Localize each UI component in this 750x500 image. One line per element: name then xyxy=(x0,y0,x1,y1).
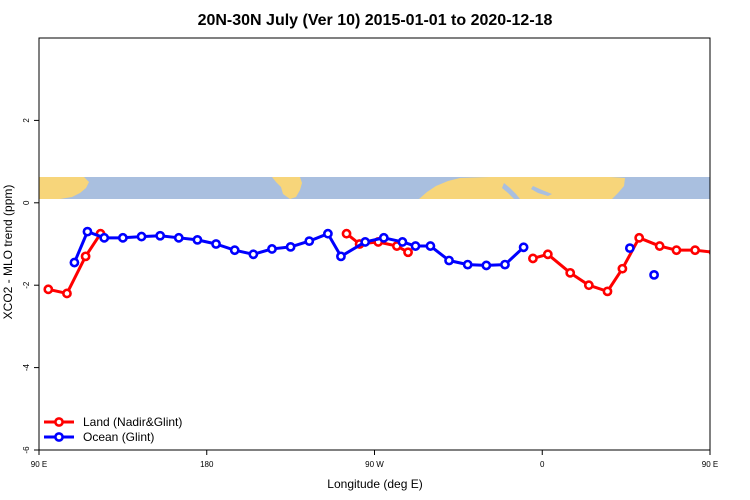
data-point xyxy=(425,241,436,251)
data-point xyxy=(481,260,492,271)
legend-label: Land (Nadir&Glint) xyxy=(83,415,182,429)
data-point xyxy=(360,237,371,247)
y-tick-label: -2 xyxy=(22,281,31,289)
data-point xyxy=(634,232,645,243)
y-tick-label: -4 xyxy=(22,363,31,371)
data-point xyxy=(173,232,184,243)
map-strip xyxy=(39,177,710,199)
data-point xyxy=(462,259,473,270)
data-point xyxy=(565,267,576,278)
y-tick-label: 2 xyxy=(22,118,31,123)
data-point xyxy=(323,228,333,239)
data-point xyxy=(211,239,221,249)
data-point xyxy=(43,284,54,295)
legend-label: Ocean (Glint) xyxy=(83,430,154,444)
data-point xyxy=(624,243,635,254)
data-point xyxy=(341,228,352,239)
data-point xyxy=(654,241,665,251)
data-point xyxy=(69,257,80,268)
data-point xyxy=(136,231,147,242)
data-point xyxy=(583,280,594,291)
x-tick-label: 0 xyxy=(540,460,545,469)
plot-area xyxy=(43,226,750,299)
y-tick-label: 0 xyxy=(22,200,31,205)
chart-title: 20N-30N July (Ver 10) 2015-01-01 to 2020… xyxy=(198,12,553,29)
x-axis-label: Longitude (deg E) xyxy=(327,477,422,491)
data-point xyxy=(746,259,750,266)
data-point xyxy=(528,253,538,264)
legend-marker xyxy=(54,417,64,427)
data-point xyxy=(192,234,203,245)
data-point xyxy=(99,232,110,243)
data-point xyxy=(708,249,710,256)
data-point xyxy=(649,269,659,280)
series-line xyxy=(47,232,102,295)
legend: Land (Nadir&Glint)Ocean (Glint) xyxy=(44,415,182,444)
data-point xyxy=(602,286,613,297)
data-point xyxy=(729,286,736,293)
data-point xyxy=(304,236,315,247)
legend-marker xyxy=(54,432,64,442)
data-point xyxy=(117,232,128,243)
data-point xyxy=(671,245,682,256)
data-point xyxy=(403,247,413,258)
data-point xyxy=(617,263,628,274)
x-tick-label: 90 E xyxy=(31,460,47,469)
data-point xyxy=(336,251,346,262)
data-point xyxy=(80,251,91,262)
data-point xyxy=(542,249,553,260)
x-tick-label: 90 E xyxy=(702,460,718,469)
y-tick-label: -6 xyxy=(22,446,31,454)
data-point xyxy=(444,255,454,266)
data-point xyxy=(410,241,421,251)
data-point xyxy=(229,245,240,256)
data-point xyxy=(518,242,529,253)
data-point xyxy=(267,244,277,254)
data-point xyxy=(248,249,259,260)
series-line xyxy=(532,236,710,293)
series-ocean xyxy=(69,226,750,280)
y-axis: -6 -4 -2 0 2 xyxy=(22,118,39,454)
data-point xyxy=(690,245,700,256)
data-point xyxy=(82,226,93,237)
data-point xyxy=(155,230,166,241)
x-tick-label: 90 W xyxy=(365,460,384,469)
data-point xyxy=(62,288,72,299)
y-axis-label: XCO2 - MLO trend (ppm) xyxy=(1,185,15,320)
data-point xyxy=(397,237,408,247)
data-point xyxy=(500,259,510,270)
data-point xyxy=(285,241,296,252)
data-point xyxy=(378,232,389,243)
x-tick-label: 180 xyxy=(200,460,214,469)
